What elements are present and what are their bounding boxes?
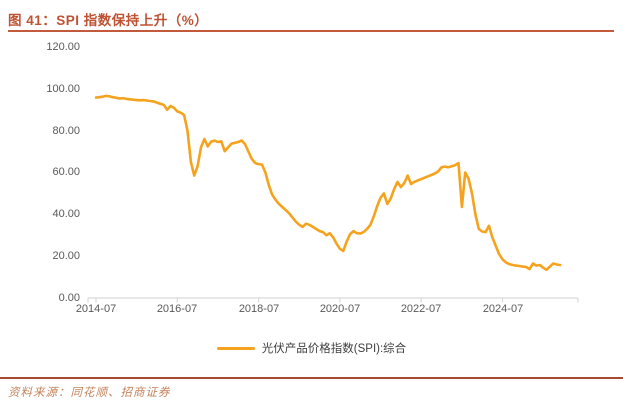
x-tick-label: 2024-07 [482, 303, 524, 315]
x-tick-label: 2020-07 [319, 303, 361, 315]
spi-series-line [94, 94, 562, 272]
y-tick-label: 20.00 [52, 250, 80, 262]
y-tick-label: 60.00 [52, 166, 80, 178]
legend-line-swatch [216, 346, 255, 350]
y-tick-label: 120.00 [46, 41, 80, 53]
x-tick-label: 2016-07 [156, 303, 198, 315]
y-tick-label: 80.00 [52, 125, 80, 137]
source-divider [0, 377, 623, 379]
y-tick-label: 40.00 [52, 208, 80, 220]
source-text: 资料来源：同花顺、招商证券 [8, 387, 171, 399]
x-axis-ticks [87, 298, 579, 303]
x-tick-label: 2018-07 [238, 303, 280, 315]
y-tick-label: 100.00 [46, 83, 80, 95]
figure-title: 图 41：SPI 指数保持上升（%） [8, 13, 209, 28]
chart-legend: 光伏产品价格指数(SPI):综合 [0, 340, 623, 356]
title-underline [8, 30, 614, 32]
x-tick-label: 2014-07 [75, 303, 117, 315]
x-tick-label: 2022-07 [400, 303, 442, 315]
legend-label: 光伏产品价格指数(SPI):综合 [261, 343, 407, 355]
y-tick-label: 0.00 [58, 292, 80, 304]
